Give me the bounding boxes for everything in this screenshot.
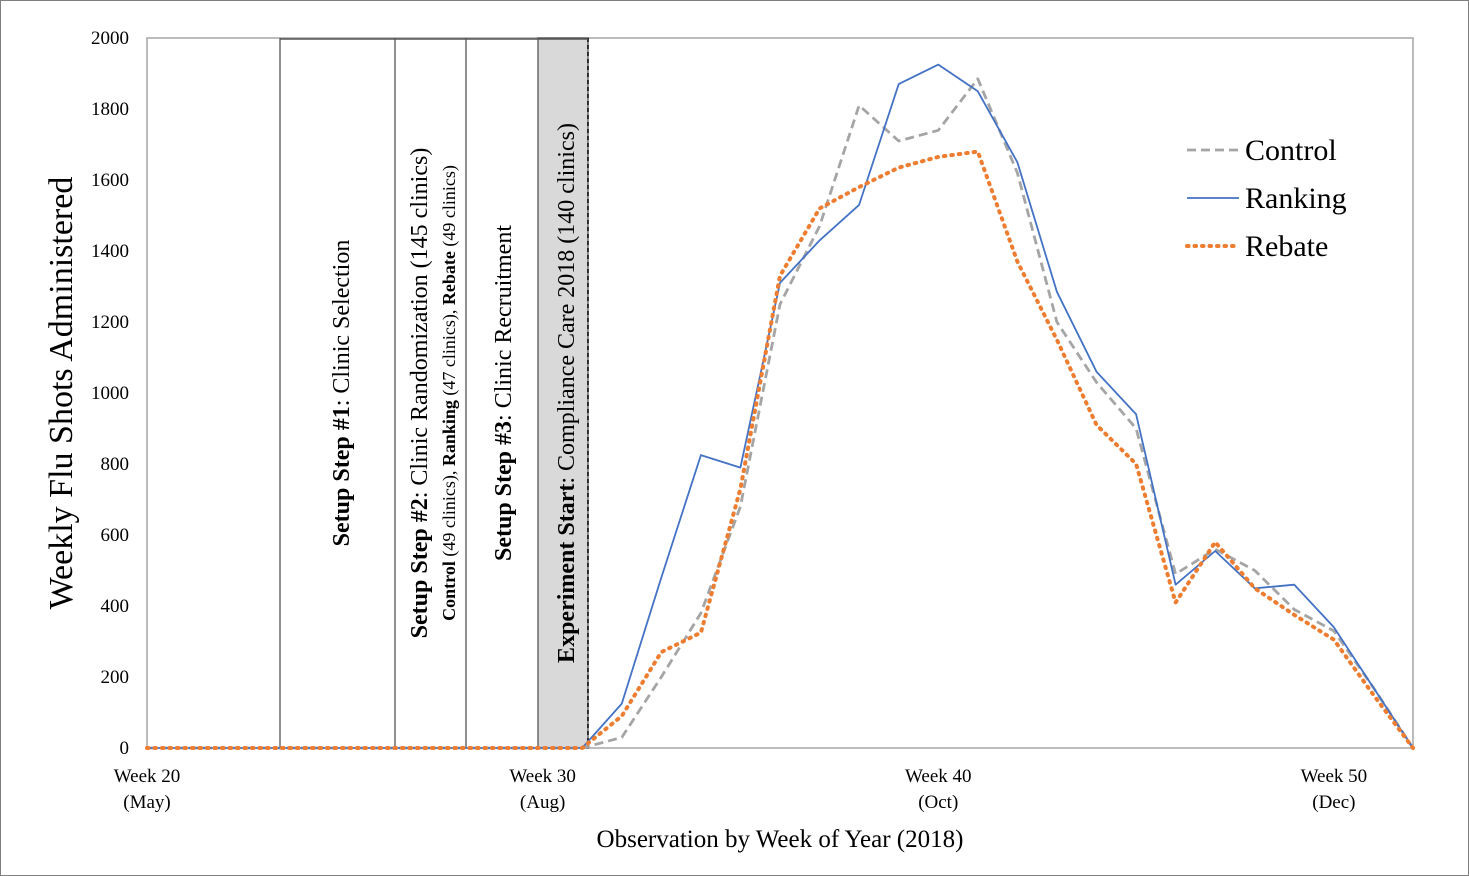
phase-2-rebate-count: (49 clinics) [439, 165, 460, 251]
phase-2-rebate-label: Rebate [439, 251, 459, 305]
legend-label-rebate: Rebate [1245, 230, 1328, 263]
experiment-start-band [537, 37, 589, 749]
y-tick-label: 2000 [91, 28, 129, 49]
y-tick-label: 600 [101, 525, 130, 546]
phase-label-setup-2-sub: Control (49 clinics), Ranking (47 clinic… [439, 165, 460, 621]
y-axis-title: Weekly Flu Shots Administered [43, 177, 80, 610]
phase-4-rest: : Compliance Care 2018 (140 clinics) [554, 123, 580, 484]
phase-3-title: Setup Step #3 [491, 421, 517, 561]
y-axis-ticks: 0 200 400 600 800 1000 1200 1400 1600 1800 2000 [91, 28, 129, 759]
y-tick-label: 1400 [91, 241, 129, 262]
legend-label-ranking: Ranking [1245, 182, 1347, 215]
phase-2-title: Setup Step #2 [407, 498, 433, 638]
x-tick-label: Week 20 [114, 766, 181, 787]
phase-1-title: Setup Step #1 [329, 406, 355, 546]
x-tick-month: (Oct) [918, 792, 958, 813]
phase-bands [279, 37, 589, 749]
x-tick-label: Week 40 [905, 766, 972, 787]
phase-label-setup-2: Setup Step #2: Clinic Randomization (145… [407, 148, 433, 639]
phase-2-rest: : Clinic Randomization (145 clinics) [407, 148, 433, 499]
phase-label-setup-1: Setup Step #1: Clinic Selection [329, 240, 355, 547]
x-tick-month: (May) [123, 792, 170, 813]
phase-2-control-label: Control [439, 561, 459, 621]
series-line-ranking [147, 63, 1414, 749]
phase-label-experiment-start: Experiment Start: Compliance Care 2018 (… [554, 123, 580, 663]
phase-4-title: Experiment Start [554, 484, 580, 663]
phase-2-control-count: (49 clinics), [439, 466, 460, 561]
legend: Control Ranking Rebate [1185, 134, 1347, 263]
legend-label-control: Control [1245, 134, 1337, 167]
y-tick-label: 1200 [91, 312, 129, 333]
x-tick-label: Week 30 [509, 766, 576, 787]
phase-1-rest: : Clinic Selection [329, 240, 355, 407]
x-axis-title: Observation by Week of Year (2018) [597, 826, 964, 853]
phase-2-ranking-count: (47 clinics), [439, 305, 460, 400]
y-tick-label: 1800 [91, 99, 129, 120]
x-tick-label: Week 50 [1301, 766, 1368, 787]
y-tick-label: 0 [120, 738, 130, 759]
y-tick-label: 400 [101, 596, 130, 617]
y-tick-label: 800 [101, 454, 130, 475]
phase-label-setup-3: Setup Step #3: Clinic Recruitment [491, 225, 517, 561]
phase-labels: Setup Step #1: Clinic Selection Setup St… [329, 123, 580, 663]
y-tick-label: 200 [101, 667, 130, 688]
series-line-rebate [145, 149, 1415, 750]
phase-2-ranking-label: Ranking [439, 400, 459, 466]
series-layer [145, 63, 1415, 750]
x-axis-ticks: Week 20 (May) Week 30 (Aug) Week 40 (Oct) Week… [114, 766, 1367, 813]
plot-area [146, 37, 1414, 749]
x-tick-month: (Aug) [520, 792, 565, 813]
y-tick-label: 1600 [91, 170, 129, 191]
y-tick-label: 1000 [91, 383, 129, 404]
x-tick-month: (Dec) [1312, 792, 1355, 813]
phase-3-rest: : Clinic Recruitment [491, 225, 517, 421]
series-line-control [147, 77, 1415, 750]
